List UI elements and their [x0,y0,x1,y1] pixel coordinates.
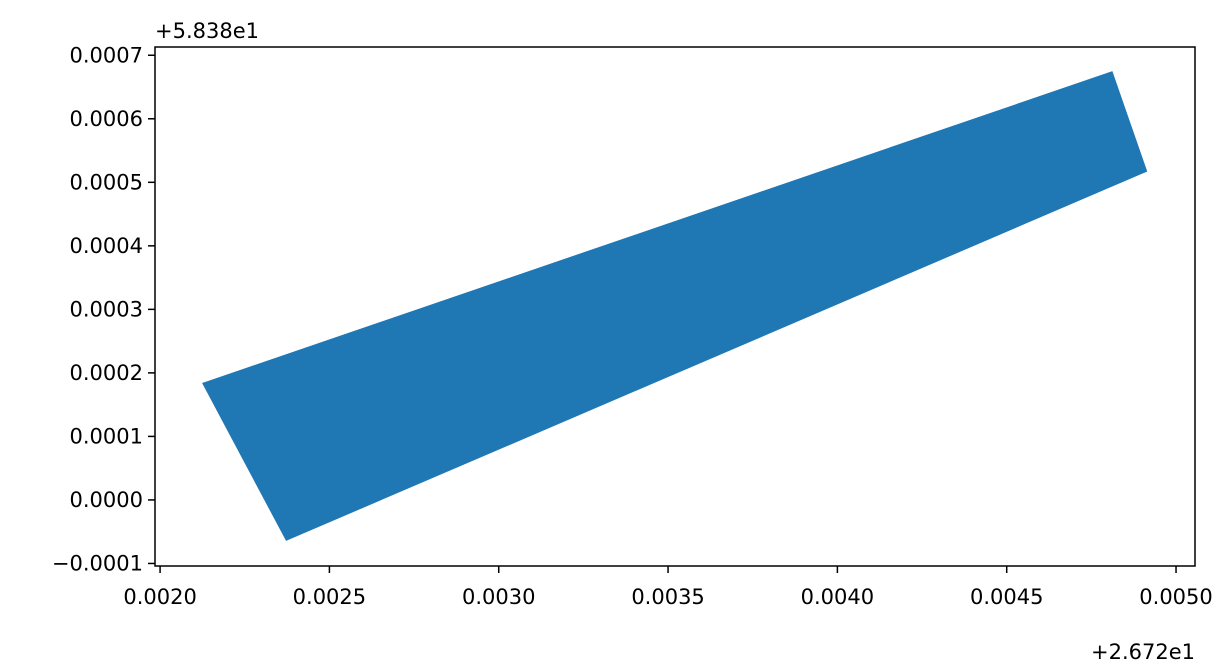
y-tick-label: 0.0001 [70,424,143,448]
y-tick-label: 0.0004 [70,234,143,258]
x-tick-label: 0.0035 [631,585,704,609]
x-tick-label: 0.0025 [293,585,366,609]
plot-frame [154,46,1196,567]
y-offset-label: +5.838e1 [155,19,259,43]
x-tick-label: 0.0040 [801,585,874,609]
y-tick-label: 0.0007 [70,43,143,67]
x-offset-label: +2.672e1 [1091,640,1195,664]
y-tick-label: 0.0002 [70,361,143,385]
y-tick-label: 0.0003 [70,297,143,321]
x-tick-label: 0.0020 [123,585,196,609]
x-tick-label: 0.0030 [462,585,535,609]
y-tick-label: −0.0001 [52,551,143,575]
y-tick-label: 0.0006 [70,107,143,131]
polygon [202,71,1148,541]
y-tick-label: 0.0000 [70,488,143,512]
y-tick-label: 0.0005 [70,170,143,194]
x-tick-label: 0.0050 [1139,585,1212,609]
x-tick-label: 0.0045 [970,585,1043,609]
